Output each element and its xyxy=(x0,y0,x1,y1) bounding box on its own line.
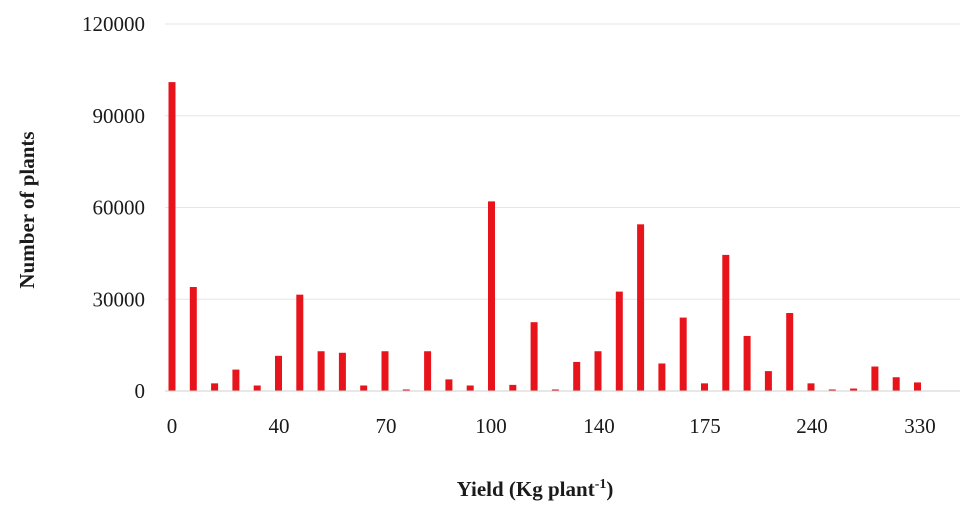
x-tick-label: 0 xyxy=(167,414,178,438)
bar xyxy=(573,361,581,391)
x-tick-label: 140 xyxy=(583,414,615,438)
x-tick-label: 70 xyxy=(376,414,397,438)
bar xyxy=(530,322,538,391)
bar xyxy=(764,371,772,391)
bar xyxy=(679,317,687,391)
bar xyxy=(637,224,645,391)
bar xyxy=(828,389,836,391)
bar xyxy=(615,291,623,391)
x-tick-labels: 0 40 70 100 140 175 240 330 xyxy=(167,414,936,438)
bar xyxy=(253,385,261,391)
bar xyxy=(488,201,495,391)
bar xyxy=(466,385,474,391)
bar xyxy=(722,254,730,391)
bar xyxy=(701,383,708,391)
bar xyxy=(509,384,517,391)
x-axis-label: Yield (Kg plant-1) xyxy=(457,477,614,501)
x-tick-label: 240 xyxy=(796,414,828,438)
bar xyxy=(189,287,197,391)
bar xyxy=(360,385,368,391)
x-axis-label-main: Yield (Kg plant xyxy=(457,477,595,501)
bar xyxy=(296,294,304,391)
y-tick-label: 30000 xyxy=(93,287,146,311)
bar xyxy=(338,352,346,391)
bar xyxy=(658,363,666,391)
bar xyxy=(551,389,559,391)
x-tick-label: 175 xyxy=(689,414,721,438)
x-tick-label: 40 xyxy=(269,414,290,438)
bar xyxy=(892,377,900,391)
y-tick-labels: 0 30000 60000 90000 120000 xyxy=(82,12,145,403)
bar xyxy=(914,382,921,391)
bar xyxy=(381,351,389,391)
bar xyxy=(445,379,453,391)
bar xyxy=(275,355,282,391)
y-tick-label: 90000 xyxy=(93,104,146,128)
x-axis-label-close: ) xyxy=(606,477,613,501)
bar xyxy=(402,389,410,391)
bar xyxy=(317,351,325,391)
bar xyxy=(594,351,602,391)
bar xyxy=(871,366,879,391)
x-tick-label: 330 xyxy=(904,414,936,438)
bar xyxy=(211,383,219,391)
bar xyxy=(743,335,751,391)
bar xyxy=(850,388,858,391)
bar xyxy=(807,383,815,391)
bar xyxy=(168,82,176,391)
y-axis-label: Number of plants xyxy=(15,131,39,288)
bar xyxy=(232,369,240,391)
x-axis-label-superscript: -1 xyxy=(595,477,607,492)
bar xyxy=(786,313,794,391)
x-tick-label: 100 xyxy=(475,414,507,438)
y-tick-label: 60000 xyxy=(93,196,146,220)
y-tick-label: 0 xyxy=(135,379,146,403)
bars xyxy=(168,82,921,391)
gridlines xyxy=(165,23,960,300)
bar xyxy=(424,351,432,391)
y-tick-label: 120000 xyxy=(82,12,145,36)
